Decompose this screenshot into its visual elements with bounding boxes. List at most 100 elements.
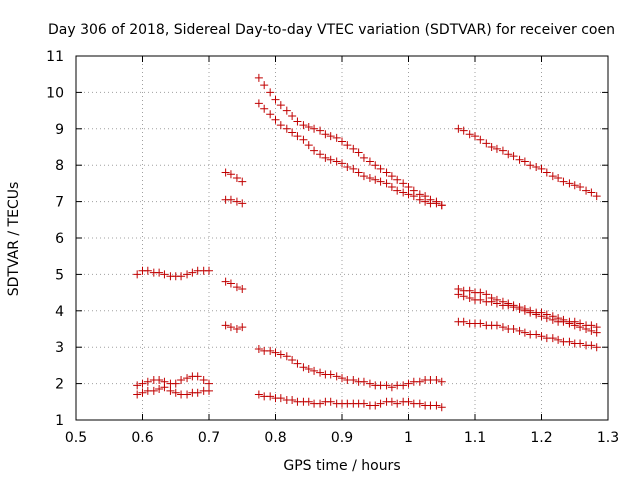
data-point (226, 279, 235, 288)
data-point (138, 388, 147, 397)
data-point (254, 99, 263, 108)
data-point (376, 164, 385, 173)
data-point (271, 348, 280, 357)
data-point (177, 375, 186, 384)
data-point (587, 341, 596, 350)
data-point (404, 379, 413, 388)
data-point (532, 330, 541, 339)
series-B (133, 372, 213, 390)
data-point (387, 172, 396, 181)
data-point (548, 315, 557, 324)
data-point (515, 304, 524, 313)
data-point (371, 161, 380, 170)
y-tick-label: 2 (55, 377, 64, 393)
data-point (221, 277, 230, 286)
data-point (226, 195, 235, 204)
data-point (183, 270, 192, 279)
data-point (365, 173, 374, 182)
data-point (565, 179, 574, 188)
data-point (266, 346, 275, 355)
data-point (293, 132, 302, 141)
data-point (238, 199, 247, 208)
data-point (316, 368, 325, 377)
data-point (404, 190, 413, 199)
data-point (576, 339, 585, 348)
series-J (254, 345, 446, 392)
data-point (271, 95, 280, 104)
data-point (548, 172, 557, 181)
series-N (454, 290, 601, 337)
data-point (393, 175, 402, 184)
data-point (188, 268, 197, 277)
y-tick-label: 4 (55, 304, 64, 320)
data-point (171, 379, 180, 388)
data-point (316, 150, 325, 159)
data-point (482, 139, 491, 148)
data-point (482, 290, 491, 299)
data-point (492, 144, 501, 153)
data-point (282, 124, 291, 133)
y-tick-label: 7 (55, 195, 64, 211)
data-point (326, 155, 335, 164)
data-point (155, 375, 164, 384)
data-point (304, 365, 313, 374)
data-point (310, 146, 319, 155)
data-point (238, 323, 247, 332)
data-point (465, 286, 474, 295)
data-point (399, 179, 408, 188)
data-point (276, 121, 285, 130)
data-point (332, 157, 341, 166)
data-point (532, 163, 541, 172)
data-point (177, 272, 186, 281)
data-point (354, 148, 363, 157)
data-point (404, 183, 413, 192)
series-I (254, 99, 446, 210)
data-points (133, 73, 601, 412)
data-point (232, 283, 241, 292)
data-point (504, 150, 513, 159)
data-point (338, 137, 346, 146)
x-tick-label: 1.1 (464, 430, 486, 446)
data-point (254, 345, 263, 354)
data-point (332, 133, 341, 142)
data-point (304, 397, 313, 406)
data-point (310, 366, 319, 375)
data-point (349, 375, 358, 384)
data-point (299, 135, 308, 144)
data-point (570, 321, 579, 330)
data-point (382, 168, 391, 177)
data-point (382, 381, 391, 390)
y-tick-label: 1 (55, 413, 64, 429)
data-point (183, 374, 192, 383)
series-H (254, 73, 446, 210)
data-point (282, 106, 291, 115)
data-point (542, 314, 551, 323)
data-point (288, 355, 297, 364)
x-tick-label: 0.8 (264, 430, 286, 446)
data-point (548, 334, 557, 343)
x-axis-label: GPS time / hours (283, 458, 400, 474)
data-point (399, 188, 408, 197)
data-point (454, 290, 463, 299)
data-point (254, 390, 263, 399)
data-point (266, 392, 275, 401)
data-point (155, 385, 164, 394)
data-point (492, 321, 501, 330)
data-point (266, 110, 275, 119)
data-point (199, 375, 208, 384)
data-point (332, 372, 341, 381)
data-point (554, 173, 563, 182)
data-point (143, 377, 152, 386)
data-point (133, 390, 142, 399)
data-point (171, 388, 180, 397)
y-tick-label: 9 (55, 122, 64, 138)
data-point (133, 381, 142, 390)
data-point (437, 377, 446, 386)
data-point (376, 177, 385, 186)
data-point (143, 266, 152, 275)
data-point (326, 370, 335, 379)
data-point (232, 173, 241, 182)
data-point (293, 359, 302, 368)
x-tick-label: 0.7 (198, 430, 220, 446)
